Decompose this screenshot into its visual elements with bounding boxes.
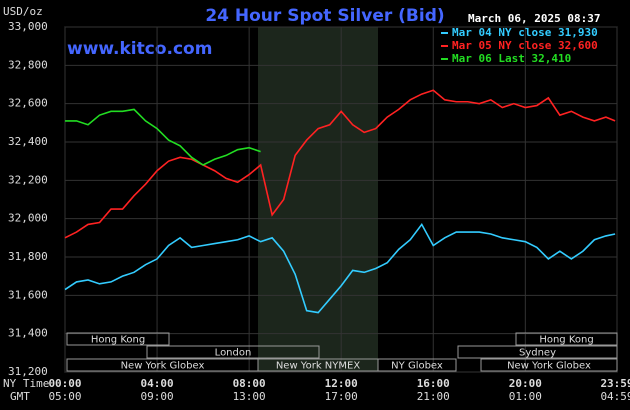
watermark: www.kitco.com	[67, 39, 212, 59]
y-tick-label: 31,600	[8, 288, 48, 301]
y-tick-label: 32,600	[8, 97, 48, 110]
legend-label: Mar 06 Last 32,410	[452, 52, 571, 65]
session-bar	[146, 345, 320, 359]
gmt-tick-label: 05:00	[48, 390, 81, 403]
y-tick-label: 33,000	[8, 20, 48, 33]
timestamp: March 06, 2025 08:37	[468, 12, 600, 25]
x-tick-label: 16:00	[417, 377, 450, 390]
y-tick-label: 32,200	[8, 173, 48, 186]
gmt-tick-label: 01:00	[509, 390, 542, 403]
x-tick-label: 20:00	[509, 377, 542, 390]
x-tick-label: 00:00	[48, 377, 81, 390]
session-shade	[258, 27, 378, 372]
row-label: NY Time	[3, 377, 49, 390]
y-tick-label: 32,800	[8, 58, 48, 71]
y-tick-label: 31,800	[8, 250, 48, 263]
session-bar	[480, 358, 618, 372]
session-label: New York Globex	[507, 361, 591, 372]
y-tick-label: 31,400	[8, 327, 48, 340]
session-label: New York NYMEX	[276, 361, 361, 372]
y-tick-label: 31,200	[8, 365, 48, 378]
session-bar	[66, 332, 170, 346]
gmt-tick-label: 17:00	[325, 390, 358, 403]
series-line	[65, 108, 261, 166]
series-line	[64, 222, 616, 314]
session-bar	[377, 358, 457, 372]
session-bar	[457, 345, 618, 359]
session-bar	[515, 332, 618, 346]
session-label: New York Globex	[121, 361, 205, 372]
session-label: London	[215, 348, 252, 359]
x-tick-label: 08:00	[233, 377, 266, 390]
y-tick-label: 32,000	[8, 212, 48, 225]
gmt-tick-label: 04:59	[600, 390, 630, 403]
session-label: NY Globex	[391, 361, 443, 372]
session-label: Hong Kong	[539, 335, 593, 346]
row-label: GMT	[10, 390, 30, 403]
x-tick-label: 23:59	[600, 377, 630, 390]
legend-label: Mar 05 NY close 32,600	[452, 39, 598, 52]
chart-title: 24 Hour Spot Silver (Bid)	[205, 6, 444, 26]
session-label: Sydney	[519, 348, 556, 359]
gmt-tick-label: 09:00	[141, 390, 174, 403]
session-label: Hong Kong	[91, 335, 145, 346]
y-axis-label: USD/oz	[3, 5, 43, 18]
y-tick-label: 32,400	[8, 135, 48, 148]
gmt-tick-label: 21:00	[417, 390, 450, 403]
x-tick-label: 04:00	[141, 377, 174, 390]
legend-label: Mar 04 NY close 31,930	[452, 26, 598, 39]
series-line	[64, 89, 616, 239]
x-tick-label: 12:00	[325, 377, 358, 390]
gmt-tick-label: 13:00	[233, 390, 266, 403]
